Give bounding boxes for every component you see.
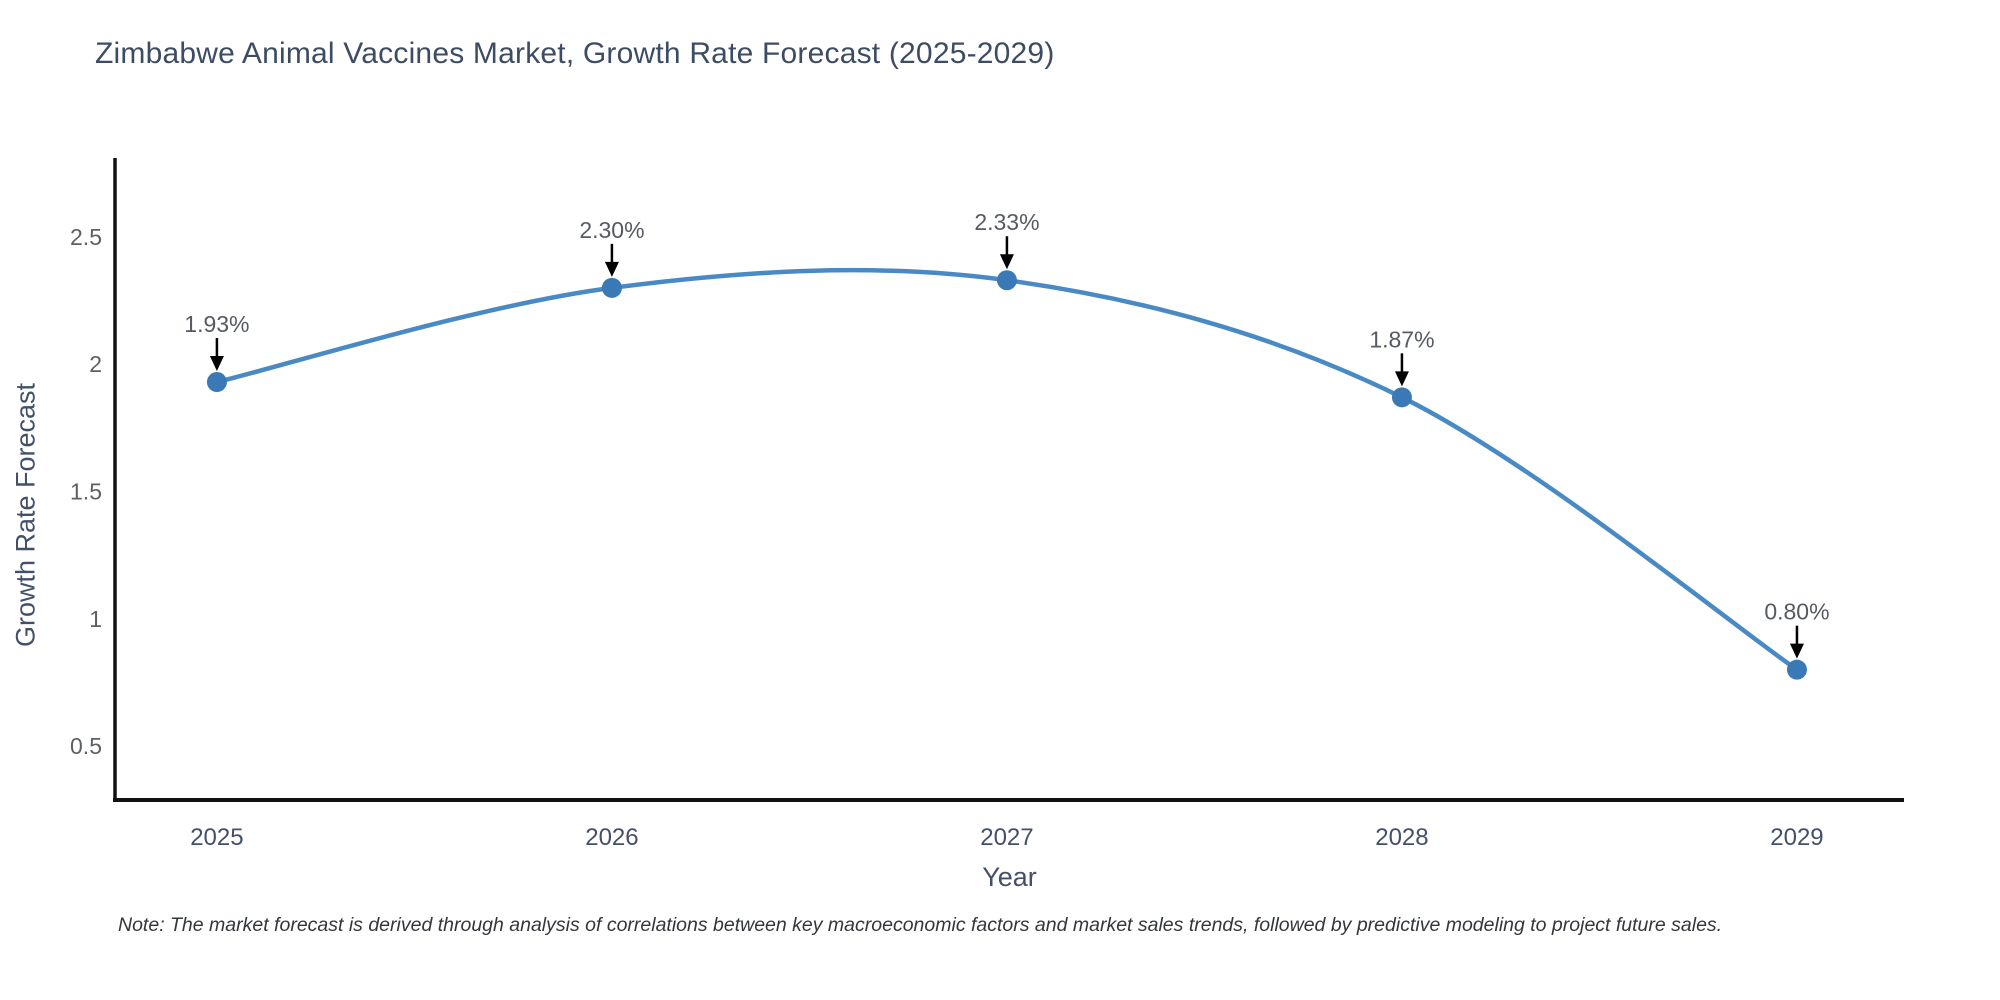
annotation-arrowhead (1789, 643, 1804, 659)
x-tick-label: 2027 (980, 824, 1033, 851)
annotation-arrowhead (209, 356, 224, 372)
point-annotation: 1.87% (1369, 326, 1434, 352)
chart-title: Zimbabwe Animal Vaccines Market, Growth … (95, 37, 1055, 70)
x-axis-title: Year (982, 862, 1037, 892)
point-annotation: 2.30% (579, 217, 644, 243)
x-tick-label: 2026 (585, 824, 638, 851)
point-annotation: 2.33% (974, 209, 1039, 235)
trend-line (214, 267, 1800, 672)
y-tick-label: 0.5 (70, 733, 102, 759)
point-annotation: 0.80% (1764, 599, 1829, 625)
y-tick-label: 1.5 (70, 478, 102, 504)
footnote: Note: The market forecast is derived thr… (118, 914, 1723, 936)
data-point-marker (206, 372, 227, 393)
annotation-arrowhead (999, 254, 1014, 270)
y-tick-label: 2 (89, 351, 102, 377)
y-tick-label: 1 (89, 606, 102, 632)
x-tick-label: 2028 (1375, 824, 1428, 851)
y-tick-label: 2.5 (70, 224, 102, 250)
data-point-marker (1786, 659, 1807, 680)
data-point-marker (1391, 387, 1412, 408)
annotation-arrowhead (1394, 371, 1409, 387)
data-point-marker (601, 277, 622, 298)
annotation-arrowhead (604, 261, 619, 277)
x-tick-label: 2029 (1770, 824, 1823, 851)
y-axis-title: Growth Rate Forecast (10, 382, 41, 648)
x-tick-label: 2025 (190, 824, 243, 851)
point-annotation: 1.93% (184, 311, 249, 337)
data-point-marker (996, 270, 1017, 291)
